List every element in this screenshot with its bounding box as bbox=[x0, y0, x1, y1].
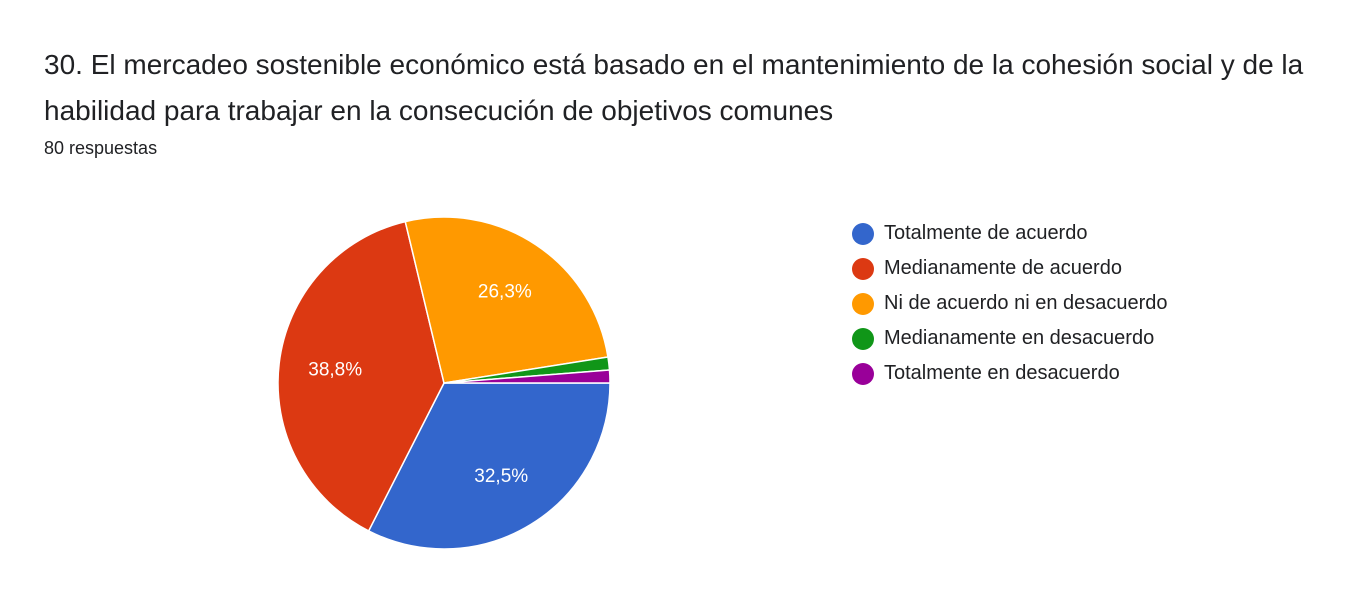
pie-slice[interactable] bbox=[443, 369, 611, 384]
legend-item[interactable]: Totalmente en desacuerdo bbox=[852, 356, 1168, 391]
legend-label: Medianamente de acuerdo bbox=[884, 257, 1122, 279]
legend-item[interactable]: Totalmente de acuerdo bbox=[852, 216, 1168, 251]
legend-label: Totalmente de acuerdo bbox=[884, 222, 1088, 244]
response-count: 80 respuestas bbox=[44, 138, 158, 158]
pie-slice[interactable] bbox=[367, 382, 611, 550]
slice-percent-label: 26,3% bbox=[478, 281, 532, 302]
legend-swatch-icon bbox=[852, 292, 874, 315]
pie-slice[interactable] bbox=[404, 216, 609, 384]
chart-legend: Totalmente de acuerdo Medianamente de acu… bbox=[852, 216, 1168, 391]
legend-swatch-icon bbox=[852, 222, 874, 245]
slice-percent-label: 38,8% bbox=[308, 360, 362, 381]
question-title: 30. El mercadeo sostenible económico est… bbox=[44, 49, 1304, 126]
legend-item[interactable]: Medianamente de acuerdo bbox=[852, 251, 1168, 286]
legend-item[interactable]: Medianamente en desacuerdo bbox=[852, 321, 1168, 356]
slice-percent-label: 32,5% bbox=[474, 466, 528, 487]
pie-slice[interactable] bbox=[277, 220, 445, 532]
legend-label: Totalmente en desacuerdo bbox=[884, 362, 1120, 384]
legend-label: Medianamente en desacuerdo bbox=[884, 327, 1155, 349]
legend-swatch-icon bbox=[852, 257, 874, 280]
legend-swatch-icon bbox=[852, 362, 874, 385]
legend-item[interactable]: Ni de acuerdo ni en desacuerdo bbox=[852, 286, 1168, 321]
legend-swatch-icon bbox=[852, 327, 874, 350]
legend-label: Ni de acuerdo ni en desacuerdo bbox=[884, 292, 1168, 314]
